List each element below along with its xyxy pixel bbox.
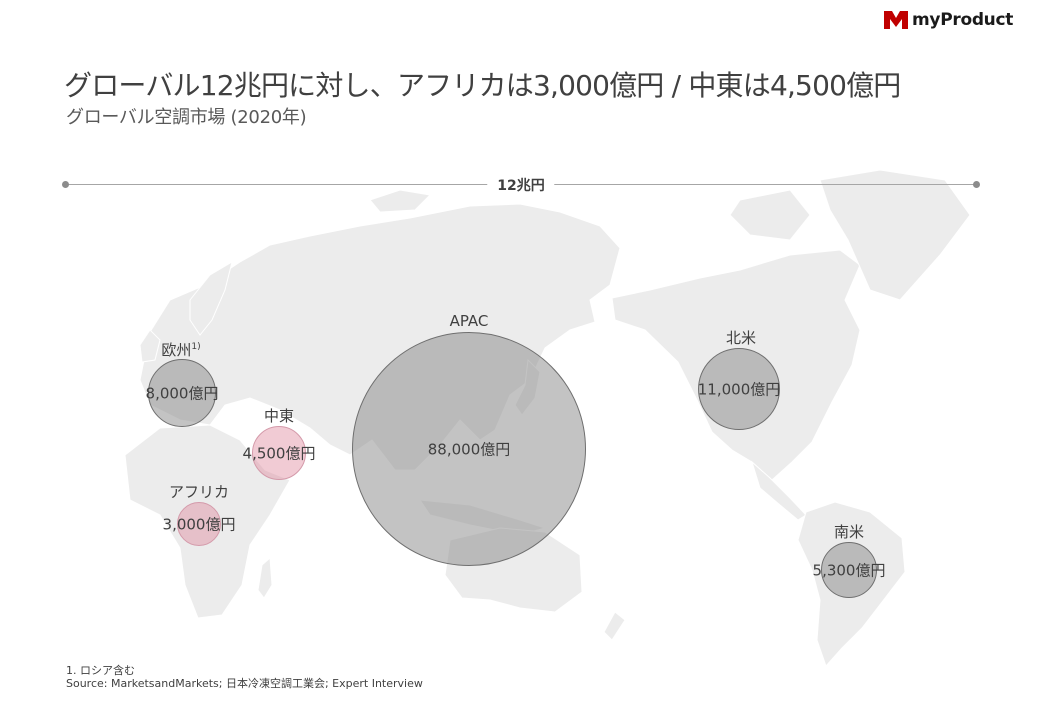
bubble-value-south-america: 5,300億円 [812,561,886,580]
bubble-apac: 88,000億円 [352,332,586,566]
region-label-north-america: 北米 [725,329,757,347]
footnote-marker: 1) [191,342,201,352]
bubble-north-america: 11,000億円 [698,348,780,430]
central-america [750,460,807,521]
madagascar [257,556,273,599]
arctic-islands [729,189,811,241]
greenland-landmass [819,169,971,301]
bubble-value-apac: 88,000億円 [427,440,511,459]
region-label-middle-east: 中東 [263,407,295,425]
page-title: グローバル12兆円に対し、アフリカは3,000億円 / 中東は4,500億円 [64,69,901,102]
arctic-russia-islands [369,189,432,213]
new-zealand [603,611,626,641]
footnote-source: Source: MarketsandMarkets; 日本冷凍空調工業会; Ex… [66,677,423,690]
footnote-block: 1. ロシア含む Source: MarketsandMarkets; 日本冷凍… [66,664,423,690]
british-isles [139,329,161,363]
bubble-value-north-america: 11,000億円 [697,380,781,399]
brand-mark-icon [884,11,908,29]
bubble-africa: 3,000億円 [163,502,235,546]
region-label-apac: APAC [449,312,489,330]
scale-left-endpoint [62,181,69,188]
scandinavia-landmass [189,260,233,336]
scale-right-endpoint [973,181,980,188]
region-label-africa: アフリカ [168,483,230,501]
scale-total-label: 12兆円 [487,175,555,195]
brand-logo: myProduct [884,8,1013,32]
region-label-europe: 欧州1) [161,341,201,359]
brand-name: myProduct [912,10,1014,30]
bubble-value-europe: 8,000億円 [145,384,219,403]
bubble-middle-east: 4,500億円 [243,426,315,480]
bubble-south-america: 5,300億円 [813,542,885,598]
bubble-value-middle-east: 4,500億円 [242,444,316,463]
region-label-south-america: 南米 [833,523,865,541]
page-subtitle: グローバル空調市場 (2020年) [66,107,307,128]
footnote-note: 1. ロシア含む [66,664,135,677]
total-scale-bar: 12兆円 [60,175,982,195]
bubble-europe: 8,000億円 [145,359,219,427]
bubble-value-africa: 3,000億円 [162,515,236,534]
